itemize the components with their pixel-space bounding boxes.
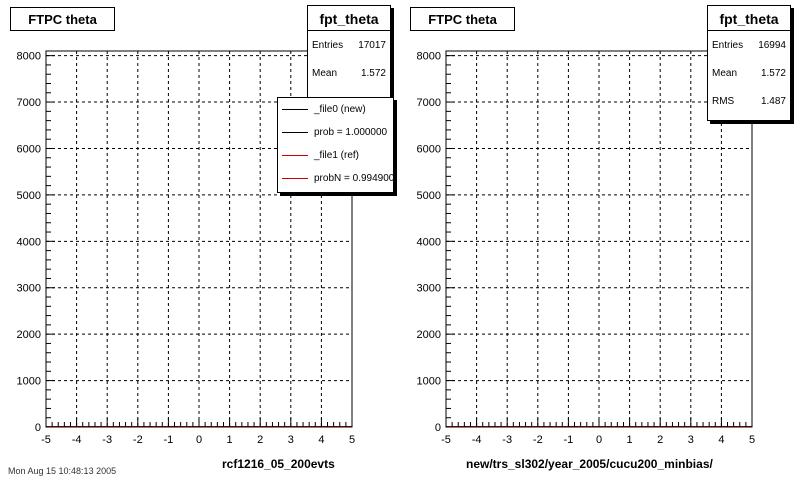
left-x-tick-label: 2 — [257, 434, 263, 446]
right-x-tick-label: 3 — [688, 434, 694, 446]
right-x-axis-title: new/trs_sl302/year_2005/cucu200_minbias/ — [466, 457, 713, 471]
right-x-tick-label: 0 — [596, 434, 602, 446]
left-stats-entries-row: Entries 17017 — [308, 31, 390, 59]
right-stats-mean-label: Mean — [712, 67, 738, 79]
left-x-tick-label: 5 — [349, 434, 355, 446]
left-chart-title: FTPC theta — [10, 7, 115, 31]
right-stats-entries-row: Entries 16994 — [708, 31, 790, 59]
legend-label-probn: probN = 0.994900 — [314, 173, 394, 184]
left-y-tick-label: 6000 — [17, 143, 41, 155]
legend-label-prob: prob = 1.000000 — [314, 127, 388, 138]
left-y-tick-label: 5000 — [17, 190, 41, 202]
left-stats-box: fpt_theta Entries 17017 Mean 1.572 — [307, 5, 391, 99]
right-y-tick-label: 1000 — [417, 376, 441, 388]
left-x-tick-label: -2 — [133, 434, 143, 446]
right-y-tick-label: 5000 — [417, 190, 441, 202]
legend-entry-probn: probN = 0.994900 — [278, 167, 393, 190]
right-stats-name: fpt_theta — [708, 6, 790, 31]
legend-line-ref — [282, 155, 308, 156]
left-x-tick-label: 0 — [196, 434, 202, 446]
right-x-tick-label: 5 — [749, 434, 755, 446]
right-x-tick-label: -1 — [564, 434, 574, 446]
left-y-tick-label: 4000 — [17, 236, 41, 248]
right-stats-entries-label: Entries — [712, 39, 744, 51]
right-y-tick-label: 0 — [435, 422, 441, 434]
left-x-tick-label: -1 — [164, 434, 174, 446]
right-stats-mean-value: 1.572 — [760, 67, 786, 79]
right-x-tick-label: 2 — [657, 434, 663, 446]
right-stats-mean-row: Mean 1.572 — [708, 59, 790, 87]
right-x-tick-label: -3 — [502, 434, 512, 446]
legend-label-new: _file0 (new) — [314, 104, 366, 115]
footer-timestamp: Mon Aug 15 10:48:13 2005 — [8, 466, 117, 476]
right-stats-rms-row: RMS 1.487 — [708, 87, 790, 115]
legend-entry-new: _file0 (new) — [278, 98, 393, 121]
left-stats-entries-label: Entries — [312, 39, 344, 51]
left-stats-mean-label: Mean — [312, 67, 338, 79]
legend-line-prob — [282, 132, 308, 133]
right-y-tick-label: 7000 — [417, 97, 441, 109]
left-x-tick-label: -5 — [41, 434, 51, 446]
right-y-tick-label: 8000 — [417, 51, 441, 63]
left-y-tick-label: 3000 — [17, 283, 41, 295]
legend-label-ref: _file1 (ref) — [314, 150, 360, 161]
right-stats-entries-value: 16994 — [758, 39, 786, 51]
left-legend: _file0 (new) prob = 1.000000 _file1 (ref… — [277, 97, 394, 193]
left-stats-name: fpt_theta — [308, 6, 390, 31]
left-stats-mean-row: Mean 1.572 — [308, 59, 390, 87]
right-y-tick-label: 4000 — [417, 236, 441, 248]
left-y-tick-label: 7000 — [17, 97, 41, 109]
left-y-tick-label: 1000 — [17, 376, 41, 388]
right-stats-box: fpt_theta Entries 16994 Mean 1.572 RMS 1… — [707, 5, 791, 121]
left-y-tick-label: 2000 — [17, 329, 41, 341]
left-stats-entries-value: 17017 — [358, 39, 386, 51]
right-y-tick-label: 2000 — [417, 329, 441, 341]
right-stats-rms-label: RMS — [712, 95, 735, 107]
right-chart-title: FTPC theta — [410, 7, 515, 31]
left-x-tick-label: -3 — [102, 434, 112, 446]
left-x-axis-title: rcf1216_05_200evts — [222, 457, 335, 471]
left-y-tick-label: 8000 — [17, 51, 41, 63]
right-x-tick-label: 4 — [718, 434, 724, 446]
right-x-tick-label: 1 — [627, 434, 633, 446]
left-x-tick-label: -4 — [72, 434, 82, 446]
left-x-tick-label: 1 — [227, 434, 233, 446]
legend-entry-ref: _file1 (ref) — [278, 144, 393, 167]
left-stats-mean-value: 1.572 — [360, 67, 386, 79]
right-stats-rms-value: 1.487 — [760, 95, 786, 107]
left-y-tick-label: 0 — [35, 422, 41, 434]
right-y-tick-label: 6000 — [417, 143, 441, 155]
right-x-tick-label: -5 — [441, 434, 451, 446]
right-x-tick-label: -4 — [472, 434, 482, 446]
legend-line-new — [282, 109, 308, 110]
left-x-tick-label: 3 — [288, 434, 294, 446]
legend-entry-prob: prob = 1.000000 — [278, 121, 393, 144]
legend-line-probn — [282, 178, 308, 179]
right-x-tick-label: -2 — [533, 434, 543, 446]
left-x-tick-label: 4 — [318, 434, 324, 446]
right-y-tick-label: 3000 — [417, 283, 441, 295]
